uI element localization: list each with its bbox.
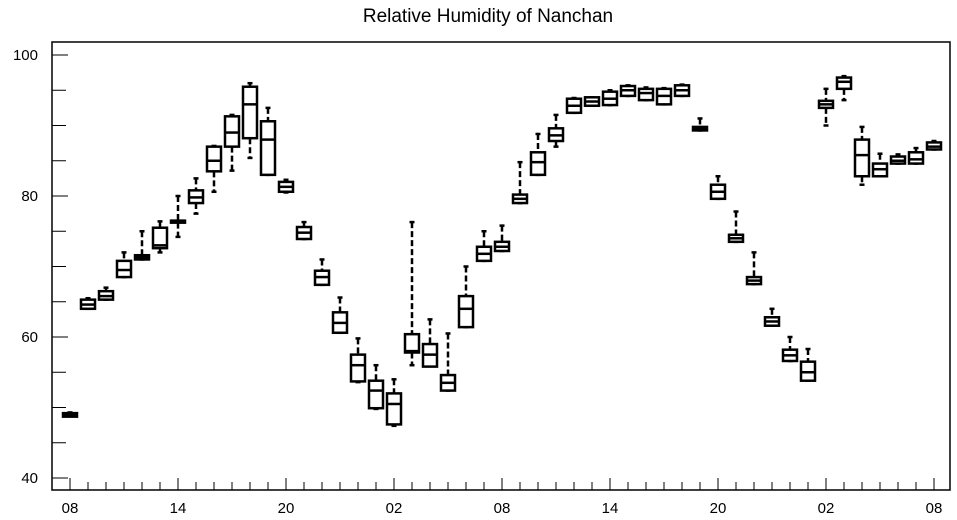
box-hour-10 xyxy=(241,81,259,160)
chart-title: Relative Humidity of Nanchan xyxy=(363,6,613,27)
x-tick-label: 02 xyxy=(818,500,835,517)
box-iqr xyxy=(151,226,169,250)
box-iqr xyxy=(349,353,367,383)
box-iqr xyxy=(385,392,403,426)
box-iqr xyxy=(853,138,871,178)
box-hour-17 xyxy=(367,363,385,411)
x-tick-label: 02 xyxy=(386,500,403,517)
box-hour-31 xyxy=(619,84,637,98)
box-hour-16 xyxy=(349,337,367,384)
box-hour-46 xyxy=(889,153,907,165)
box-iqr xyxy=(241,85,259,140)
box-iqr xyxy=(835,76,853,91)
box-hour-45 xyxy=(871,152,889,178)
plot-frame xyxy=(51,41,951,491)
box-hour-19 xyxy=(403,220,421,367)
x-tick-label: 08 xyxy=(926,500,943,517)
box-hour-2 xyxy=(97,286,115,301)
box-hour-35 xyxy=(691,117,709,132)
box-hour-47 xyxy=(907,146,925,165)
box-hour-14 xyxy=(313,258,331,287)
box-series xyxy=(61,74,943,428)
y-tick-label: 40 xyxy=(21,470,38,487)
y-tick-label: 80 xyxy=(21,188,38,205)
box-hour-39 xyxy=(763,307,781,327)
box-hour-30 xyxy=(601,89,619,107)
box-hour-25 xyxy=(511,160,529,205)
box-hour-15 xyxy=(331,296,349,335)
y-tick-label: 100 xyxy=(13,47,38,64)
box-hour-38 xyxy=(745,251,763,286)
box-hour-5 xyxy=(151,220,169,254)
box-hour-34 xyxy=(673,83,691,98)
box-iqr xyxy=(205,145,223,173)
box-hour-7 xyxy=(187,177,205,215)
box-iqr xyxy=(637,87,655,102)
box-hour-3 xyxy=(115,251,133,279)
box-hour-23 xyxy=(475,230,493,263)
box-hour-41 xyxy=(799,347,817,382)
box-hour-1 xyxy=(79,296,97,311)
box-hour-20 xyxy=(421,318,439,368)
box-iqr xyxy=(457,294,475,329)
box-hour-29 xyxy=(583,96,601,108)
box-hour-40 xyxy=(781,335,799,363)
x-tick-label: 20 xyxy=(710,500,727,517)
box-hour-12 xyxy=(277,178,295,194)
x-tick-label: 20 xyxy=(278,500,295,517)
box-iqr xyxy=(403,332,421,354)
x-tick-label: 08 xyxy=(62,500,79,517)
box-hour-6 xyxy=(169,194,187,239)
box-iqr xyxy=(529,151,547,177)
box-hour-22 xyxy=(457,265,475,329)
box-hour-36 xyxy=(709,175,727,201)
box-hour-4 xyxy=(133,230,151,261)
box-hour-37 xyxy=(727,210,745,244)
box-hour-27 xyxy=(547,113,565,148)
box-iqr xyxy=(907,151,925,165)
box-hour-48 xyxy=(925,139,943,151)
box-hour-43 xyxy=(835,74,853,102)
box-hour-33 xyxy=(655,86,673,106)
x-tick-label: 14 xyxy=(170,500,187,517)
box-hour-42 xyxy=(817,87,835,127)
box-hour-21 xyxy=(439,332,457,392)
box-hour-28 xyxy=(565,96,583,115)
box-iqr xyxy=(367,379,385,410)
box-hour-9 xyxy=(223,113,241,172)
box-hour-32 xyxy=(637,86,655,102)
box-hour-8 xyxy=(205,144,223,194)
box-hour-18 xyxy=(385,378,403,428)
x-tick-label: 14 xyxy=(602,500,619,517)
box-hour-0 xyxy=(61,411,79,418)
box-hour-11 xyxy=(259,106,277,177)
box-hour-26 xyxy=(529,132,547,177)
y-tick-label: 60 xyxy=(21,329,38,346)
box-hour-44 xyxy=(853,125,871,186)
axes: 40 60 80 100 08 14 20 02 08 14 20 02 08 xyxy=(13,41,951,517)
box-iqr xyxy=(259,120,277,177)
x-tick-label: 08 xyxy=(494,500,511,517)
box-hour-24 xyxy=(493,224,511,253)
box-hour-13 xyxy=(295,220,313,241)
